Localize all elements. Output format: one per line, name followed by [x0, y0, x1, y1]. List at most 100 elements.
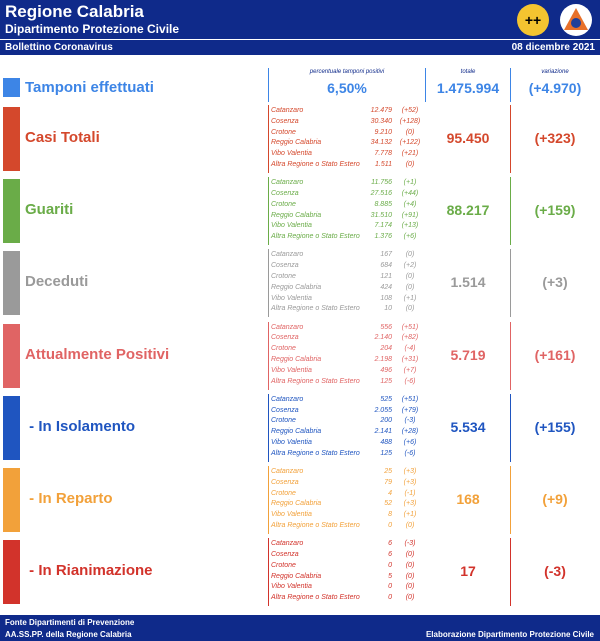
date: 08 dicembre 2021 — [511, 42, 595, 53]
divider — [510, 538, 511, 607]
variation: (+159) — [534, 202, 576, 219]
divider — [268, 68, 269, 102]
divider — [510, 393, 511, 462]
divider — [268, 177, 269, 246]
province-variation: (+91) — [401, 211, 419, 219]
province-variation: (+21) — [401, 150, 419, 158]
total: 88.217 — [446, 202, 490, 219]
total: 168 — [456, 491, 480, 507]
province-value: 30.340 — [370, 117, 392, 125]
province: Crotone — [271, 273, 296, 280]
col-label: percentuale tamponi positivi — [309, 69, 385, 75]
province: Crotone — [271, 345, 296, 353]
province-value: 34.132 — [370, 139, 392, 147]
province: Cosenza — [271, 478, 299, 486]
footer-right: Elaborazione Dipartimento Protezione Civ… — [425, 630, 594, 639]
province: Vibo Valentia — [271, 511, 312, 519]
divider — [268, 538, 269, 607]
province: Vibo Valentia — [271, 583, 312, 591]
color-bar — [3, 540, 20, 605]
province-variation: (-3) — [404, 417, 416, 425]
province-variation: (+13) — [401, 222, 419, 230]
divider — [268, 321, 269, 390]
province-value: 12.479 — [370, 107, 392, 114]
province-variation: (+4) — [403, 200, 417, 208]
province-value: 27.516 — [370, 190, 392, 197]
section-label: Deceduti — [25, 273, 89, 291]
province: Catanzaro — [271, 107, 304, 114]
province: Cosenza — [271, 117, 299, 125]
province-value: 1.376 — [374, 233, 392, 241]
province: Catanzaro — [271, 251, 304, 259]
province: Reggio Calabria — [271, 572, 322, 580]
province-variation: (+7) — [403, 366, 417, 374]
province: Vibo Valentia — [271, 366, 312, 374]
color-bar — [3, 179, 20, 244]
total: 17 — [460, 563, 476, 580]
variation: (+161) — [534, 346, 576, 363]
province-value: 6 — [388, 540, 392, 548]
province-value: 10 — [384, 305, 392, 313]
province-variation: (0) — [405, 161, 415, 168]
province-value: 167 — [380, 251, 392, 259]
province-value: 424 — [380, 283, 392, 291]
province: Vibo Valentia — [271, 222, 312, 230]
divider — [268, 105, 269, 173]
province-variation: (+6) — [403, 439, 417, 446]
province-variation: (0) — [405, 522, 415, 529]
province-variation: (+1) — [403, 511, 417, 519]
divider — [510, 466, 511, 534]
province: Reggio Calabria — [271, 139, 322, 147]
province-value: 556 — [380, 323, 392, 331]
color-bar — [3, 251, 20, 316]
row-label: Tamponi effettuati — [25, 79, 154, 96]
section-label: - In Rianimazione — [25, 562, 153, 580]
pct: 6,50% — [327, 80, 367, 96]
province-value: 0 — [388, 561, 392, 569]
province-value: 200 — [380, 417, 392, 425]
section-label: Guariti — [25, 201, 74, 219]
province-variation: (+28) — [401, 428, 419, 436]
province-variation: (+1) — [403, 294, 417, 302]
province: Altra Regione o Stato Estero — [271, 522, 360, 529]
province-variation: (+31) — [401, 356, 419, 363]
divider — [268, 466, 269, 534]
province: Reggio Calabria — [271, 428, 322, 436]
province: Crotone — [271, 200, 296, 208]
province: Crotone — [271, 561, 296, 569]
province: Crotone — [271, 417, 296, 425]
divider — [268, 393, 269, 462]
province-value: 525 — [380, 395, 392, 403]
color-bar — [3, 78, 20, 97]
province-value: 5 — [388, 572, 392, 580]
divider — [268, 249, 269, 318]
province-value: 488 — [380, 439, 392, 446]
province-value: 125 — [380, 377, 392, 385]
province-variation: (0) — [405, 305, 415, 313]
province: Reggio Calabria — [271, 283, 322, 291]
province: Altra Regione o Stato Estero — [271, 594, 360, 602]
bulletin-bar: Bollettino Coronavirus 08 dicembre 2021 — [0, 40, 600, 55]
header: Regione Calabria Dipartimento Protezione… — [0, 0, 600, 39]
province-variation: (-4) — [404, 345, 416, 353]
province: Cosenza — [271, 551, 299, 558]
province-value: 2.198 — [374, 356, 392, 363]
province-value: 2.140 — [374, 334, 392, 342]
province-value: 496 — [380, 366, 392, 374]
footer-left: Fonte Dipartimenti di Prevenzione — [5, 618, 135, 627]
color-bar — [3, 107, 20, 171]
province: Cosenza — [271, 262, 299, 270]
province: Altra Regione o Stato Estero — [271, 449, 360, 457]
province-value: 6 — [388, 551, 392, 558]
province-variation: (+3) — [403, 468, 417, 475]
province-value: 108 — [380, 294, 392, 302]
province-value: 25 — [384, 468, 392, 475]
province-value: 7.174 — [374, 222, 392, 230]
province: Reggio Calabria — [271, 356, 322, 363]
divider — [425, 68, 426, 102]
total: 1.514 — [450, 274, 486, 291]
province-variation: (0) — [405, 273, 415, 280]
variation: (+323) — [534, 130, 576, 146]
divider — [510, 177, 511, 246]
